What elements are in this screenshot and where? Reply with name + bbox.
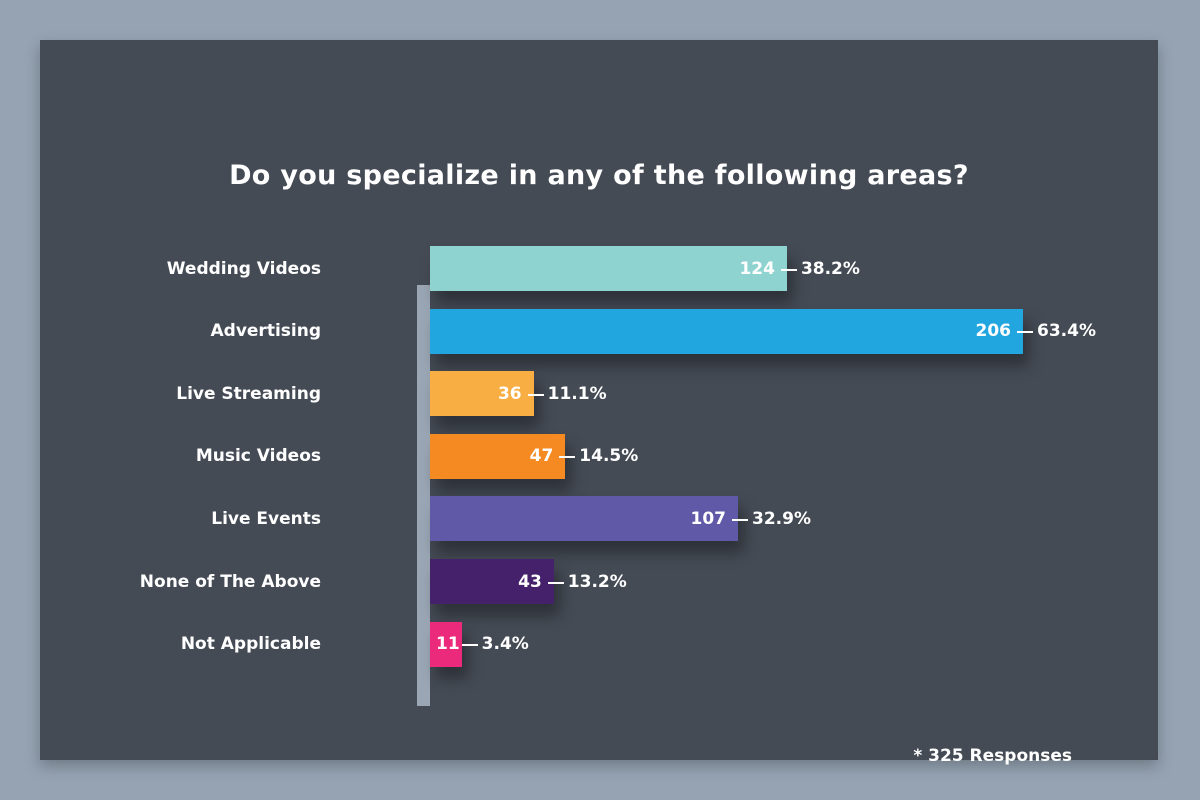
category-label: Wedding Videos	[166, 258, 321, 279]
label-dash	[732, 518, 748, 521]
label-dash	[461, 644, 478, 647]
bar	[430, 308, 1023, 354]
count-label: 124	[739, 258, 775, 279]
bar	[430, 559, 554, 604]
count-label: 47	[529, 446, 554, 467]
responses-footnote: * 325 Responses	[913, 746, 1072, 766]
bar	[430, 621, 462, 667]
percent-label: 38.2%	[800, 258, 860, 279]
label-dash	[1017, 331, 1033, 334]
percent-label: 14.5%	[579, 446, 639, 467]
category-label: None of The Above	[139, 571, 321, 592]
percent-label: 11.1%	[547, 383, 607, 404]
chart-title: Do you specialize in any of the followin…	[229, 160, 969, 191]
count-label: 107	[690, 508, 727, 529]
category-label: Live Streaming	[176, 383, 321, 404]
count-label: 43	[518, 571, 542, 592]
category-label: Advertising	[210, 321, 322, 342]
percent-label: 3.4%	[481, 634, 529, 655]
count-label: 36	[497, 383, 522, 404]
bar	[430, 246, 787, 291]
label-dash	[547, 581, 564, 584]
y-axis-bar	[417, 285, 430, 706]
category-label: Live Events	[211, 508, 321, 529]
percent-label: 13.2%	[567, 571, 627, 592]
chart-card: Do you specialize in any of the followin…	[40, 40, 1158, 766]
count-label: 206	[975, 321, 1012, 342]
label-dash	[527, 393, 544, 396]
category-label: Not Applicable	[180, 634, 321, 655]
label-dash	[559, 456, 576, 459]
percent-label: 63.4%	[1037, 321, 1096, 342]
bar	[430, 433, 566, 479]
bar	[430, 496, 738, 542]
category-label: Music Videos	[195, 446, 321, 467]
percent-label: 32.9%	[752, 508, 811, 529]
label-dash	[780, 268, 797, 271]
bar	[430, 371, 534, 417]
count-label: 11	[435, 634, 460, 655]
